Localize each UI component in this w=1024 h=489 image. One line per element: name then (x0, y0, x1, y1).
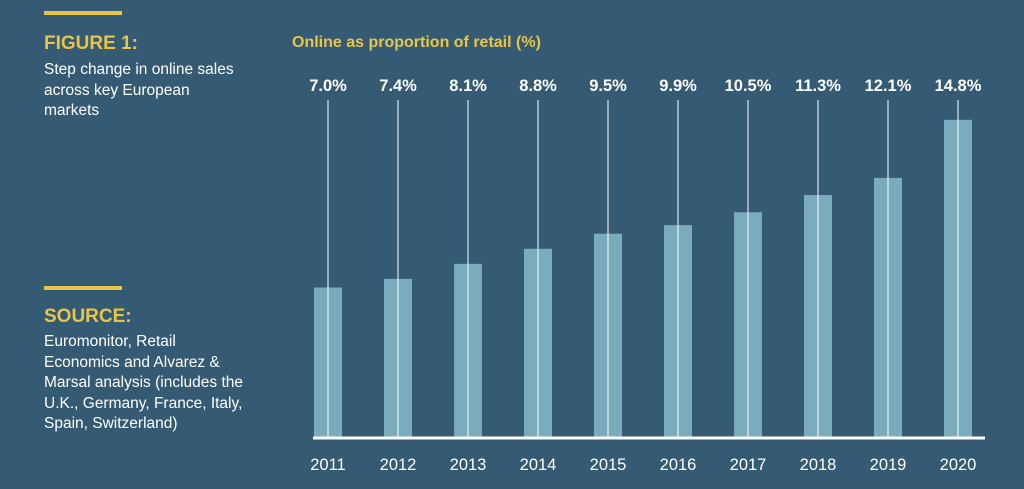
data-label-2013: 8.1% (449, 77, 487, 95)
x-tick-label-2012: 2012 (380, 456, 417, 474)
data-label-2011: 7.0% (309, 77, 347, 95)
source-heading: SOURCE: (44, 306, 132, 327)
figure-accent-rule (44, 11, 122, 15)
x-tick-label-2015: 2015 (590, 456, 627, 474)
source-accent-rule (44, 286, 122, 290)
x-tick-label-2013: 2013 (450, 456, 487, 474)
data-label-2015: 9.5% (589, 77, 627, 95)
data-label-2020: 14.8% (935, 77, 982, 95)
figure-heading: FIGURE 1: (44, 33, 138, 54)
x-tick-label-2019: 2019 (870, 456, 907, 474)
x-tick-label-2011: 2011 (310, 456, 345, 474)
source-text: Euromonitor, Retail Economics and Alvare… (44, 333, 244, 432)
x-tick-label-2017: 2017 (730, 456, 767, 474)
x-tick-label-2018: 2018 (800, 456, 837, 474)
data-label-2016: 9.9% (659, 77, 697, 95)
data-label-2018: 11.3% (795, 77, 841, 95)
figure-caption: Step change in online sales across key E… (44, 61, 234, 119)
x-tick-label-2014: 2014 (520, 456, 557, 474)
x-tick-label-2020: 2020 (940, 456, 977, 474)
data-label-2014: 8.8% (519, 77, 557, 95)
data-label-2019: 12.1% (865, 77, 912, 95)
data-label-2012: 7.4% (379, 77, 417, 95)
x-tick-label-2016: 2016 (660, 456, 697, 474)
chart-title: Online as proportion of retail (%) (292, 34, 541, 51)
data-label-2017: 10.5% (725, 77, 772, 95)
